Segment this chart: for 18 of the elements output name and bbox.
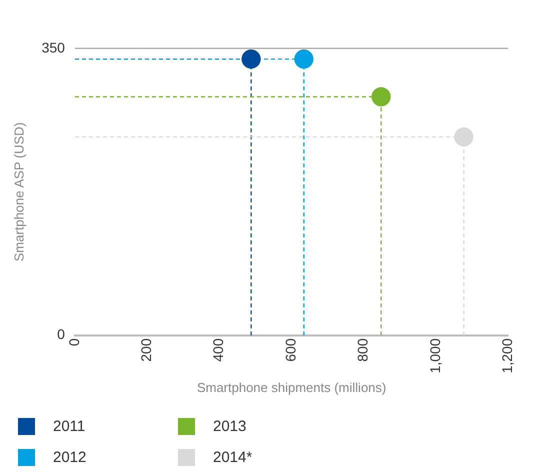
legend-label: 2011: [53, 418, 86, 435]
legend-label: 2013: [213, 418, 246, 435]
legend-label: 2012: [53, 449, 86, 466]
point: [454, 127, 474, 146]
x-tick-label: 0: [66, 338, 82, 346]
x-tick-label: 400: [210, 338, 226, 362]
point: [242, 50, 261, 69]
legend-label: 2014*: [213, 449, 252, 466]
x-tick-label: 1,000: [426, 338, 443, 374]
point: [294, 50, 314, 69]
y-tick-label: 350: [42, 39, 66, 56]
point: [372, 87, 391, 106]
x-tick-label: 200: [138, 338, 154, 362]
x-tick-label: 1,200: [499, 338, 516, 374]
y-axis-title: Smartphone ASP (USD): [11, 122, 26, 262]
x-tick-label: 800: [354, 338, 371, 362]
x-tick-label: 600: [282, 338, 298, 362]
x-axis-title: Smartphone shipments (millions): [196, 380, 386, 395]
